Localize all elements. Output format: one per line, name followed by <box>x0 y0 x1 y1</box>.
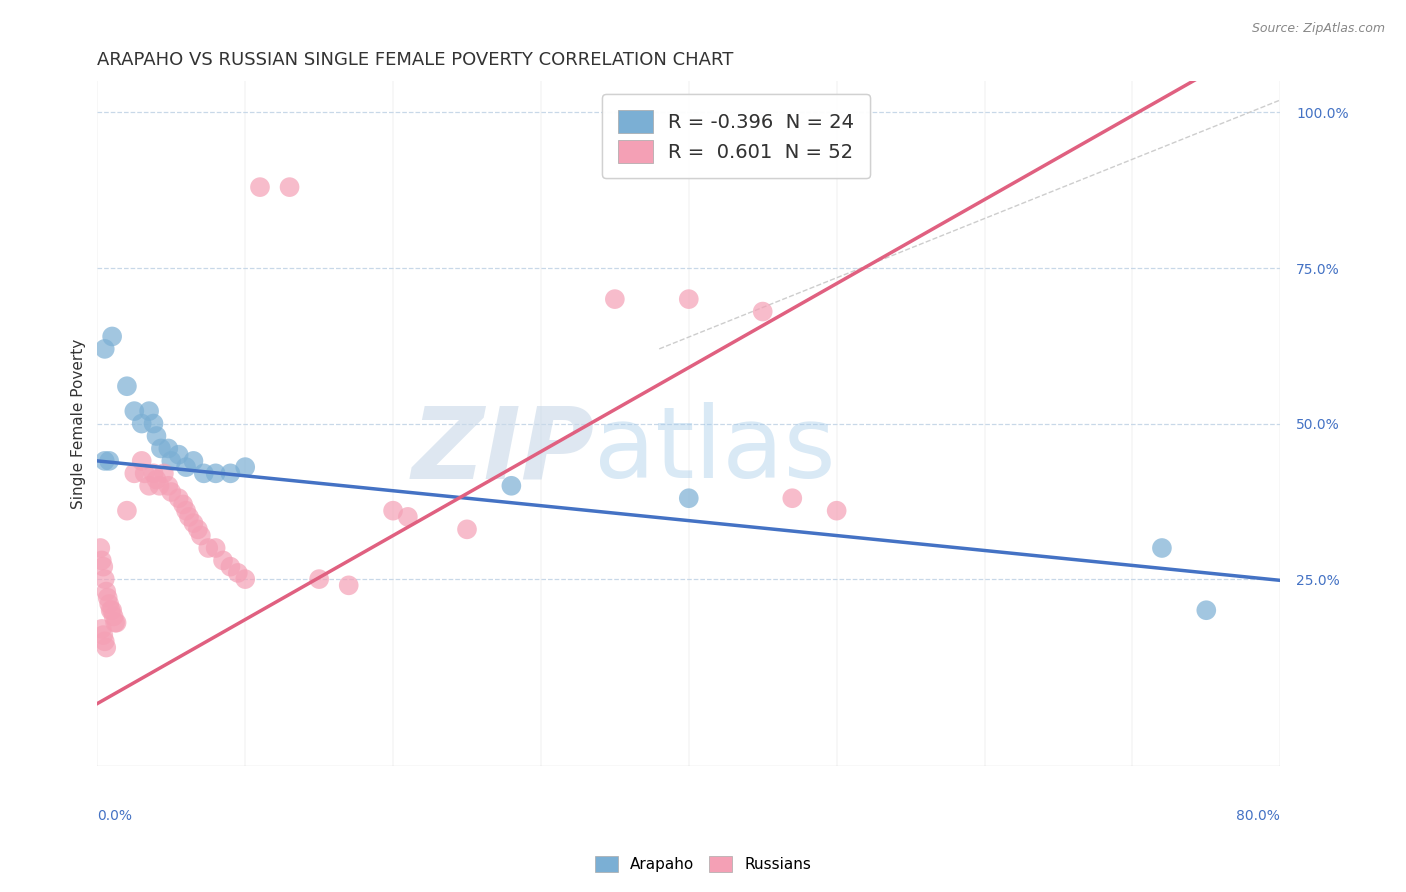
Point <box>603 292 626 306</box>
Point <box>90 553 112 567</box>
Point <box>204 541 226 555</box>
Point <box>172 498 194 512</box>
Point <box>174 503 197 517</box>
Point <box>190 528 212 542</box>
Point <box>219 467 242 481</box>
Point <box>197 541 219 555</box>
Point <box>1150 541 1173 555</box>
Point <box>142 417 165 431</box>
Point <box>233 572 256 586</box>
Point <box>249 180 271 194</box>
Point <box>134 467 156 481</box>
Point <box>115 503 138 517</box>
Point <box>138 479 160 493</box>
Point <box>90 622 112 636</box>
Text: ZIP: ZIP <box>411 402 595 500</box>
Point <box>183 516 205 530</box>
Legend: R = -0.396  N = 24, R =  0.601  N = 52: R = -0.396 N = 24, R = 0.601 N = 52 <box>602 95 870 178</box>
Point <box>157 479 180 493</box>
Point <box>167 491 190 506</box>
Point <box>1195 603 1218 617</box>
Point <box>160 485 183 500</box>
Text: 80.0%: 80.0% <box>1236 809 1281 823</box>
Point <box>167 448 190 462</box>
Point <box>177 509 200 524</box>
Point <box>96 640 118 655</box>
Point <box>101 603 124 617</box>
Text: atlas: atlas <box>595 402 835 500</box>
Point <box>93 634 115 648</box>
Point <box>204 467 226 481</box>
Point <box>396 509 419 524</box>
Point <box>115 379 138 393</box>
Point <box>212 553 235 567</box>
Point <box>337 578 360 592</box>
Point <box>782 491 804 506</box>
Point <box>157 442 180 456</box>
Y-axis label: Single Female Poverty: Single Female Poverty <box>72 338 86 508</box>
Point <box>93 342 115 356</box>
Point <box>104 615 127 630</box>
Point <box>382 503 405 517</box>
Legend: Arapaho, Russians: Arapaho, Russians <box>588 848 818 880</box>
Point <box>131 417 153 431</box>
Point <box>187 522 209 536</box>
Point <box>678 292 700 306</box>
Point <box>138 404 160 418</box>
Point <box>278 180 301 194</box>
Point <box>89 541 111 555</box>
Text: ARAPAHO VS RUSSIAN SINGLE FEMALE POVERTY CORRELATION CHART: ARAPAHO VS RUSSIAN SINGLE FEMALE POVERTY… <box>97 51 734 69</box>
Point <box>91 559 114 574</box>
Point <box>103 609 125 624</box>
Point <box>226 566 249 580</box>
Point <box>124 467 146 481</box>
Point <box>98 454 121 468</box>
Point <box>145 473 167 487</box>
Point <box>501 479 523 493</box>
Point <box>142 467 165 481</box>
Point <box>93 454 115 468</box>
Point <box>97 591 120 605</box>
Point <box>751 304 773 318</box>
Point <box>100 603 122 617</box>
Point <box>160 454 183 468</box>
Point <box>825 503 848 517</box>
Point <box>131 454 153 468</box>
Point <box>456 522 478 536</box>
Point <box>96 584 118 599</box>
Point <box>183 454 205 468</box>
Point <box>193 467 215 481</box>
Point <box>219 559 242 574</box>
Point <box>233 460 256 475</box>
Point <box>153 467 176 481</box>
Point <box>101 329 124 343</box>
Point <box>174 460 197 475</box>
Point <box>678 491 700 506</box>
Point <box>93 572 115 586</box>
Point <box>124 404 146 418</box>
Point <box>149 442 172 456</box>
Point <box>308 572 330 586</box>
Point <box>98 597 121 611</box>
Text: Source: ZipAtlas.com: Source: ZipAtlas.com <box>1251 22 1385 36</box>
Point <box>105 615 128 630</box>
Point <box>145 429 167 443</box>
Text: 0.0%: 0.0% <box>97 809 132 823</box>
Point <box>148 479 170 493</box>
Point <box>91 628 114 642</box>
